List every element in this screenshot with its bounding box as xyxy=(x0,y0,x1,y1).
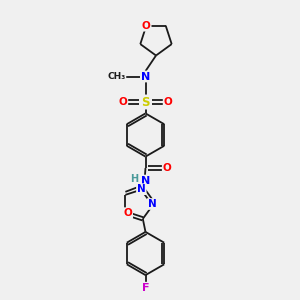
Text: O: O xyxy=(163,163,172,173)
Text: F: F xyxy=(142,283,149,293)
Text: O: O xyxy=(123,208,132,218)
Text: N: N xyxy=(148,199,157,209)
Text: N: N xyxy=(141,176,150,186)
Text: O: O xyxy=(142,21,151,31)
Text: H: H xyxy=(130,174,138,184)
Text: N: N xyxy=(141,71,150,82)
Text: N: N xyxy=(137,184,146,194)
Text: O: O xyxy=(118,97,127,107)
Text: CH₃: CH₃ xyxy=(107,72,125,81)
Text: S: S xyxy=(141,95,150,109)
Text: O: O xyxy=(164,97,172,107)
